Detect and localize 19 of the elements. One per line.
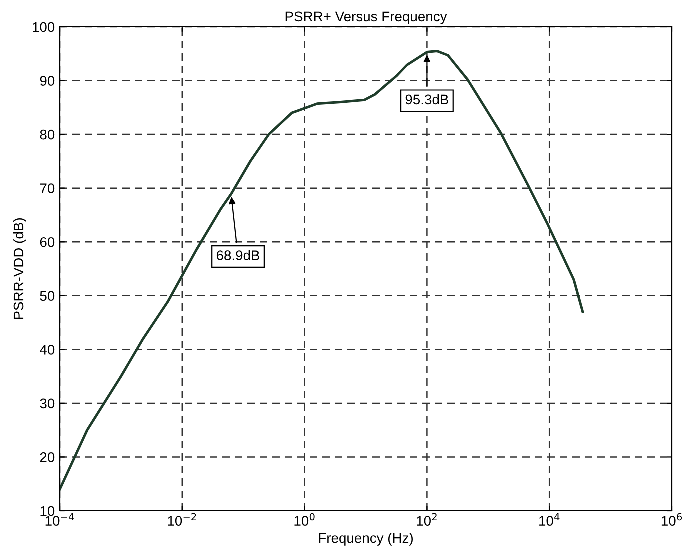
x-tick-label: 10$^{−2}$ bbox=[168, 513, 196, 526]
x-tick-label: 10$^{4}$ bbox=[540, 513, 560, 526]
annotation: 95.3dB bbox=[406, 94, 448, 105]
y-tick-label: 80 bbox=[40, 130, 55, 140]
y-tick-label: 20 bbox=[40, 452, 55, 462]
x-tick-label: 10$^{0}$ bbox=[294, 513, 315, 526]
annotation: 68.9dB bbox=[216, 250, 260, 260]
y-tick-label: 70 bbox=[40, 184, 55, 194]
chart-title: PSRR+ Versus Frequency bbox=[286, 12, 448, 24]
y-tick-label: 50 bbox=[40, 291, 55, 302]
y-tick-label: 30 bbox=[40, 398, 55, 409]
y-tick-label: 60 bbox=[40, 237, 55, 248]
x-tick-label: 10$^{2}$ bbox=[417, 513, 437, 526]
y-tick-label: 90 bbox=[40, 76, 55, 86]
y-tick-label: 40 bbox=[40, 345, 55, 355]
x-axis-title: Frequency (Hz) bbox=[319, 532, 413, 546]
x-tick-label: 10$^{6}$ bbox=[662, 513, 682, 526]
y-axis-title: PSRR-VDD (dB) bbox=[13, 218, 26, 320]
y-tick-label: 100 bbox=[33, 22, 55, 32]
